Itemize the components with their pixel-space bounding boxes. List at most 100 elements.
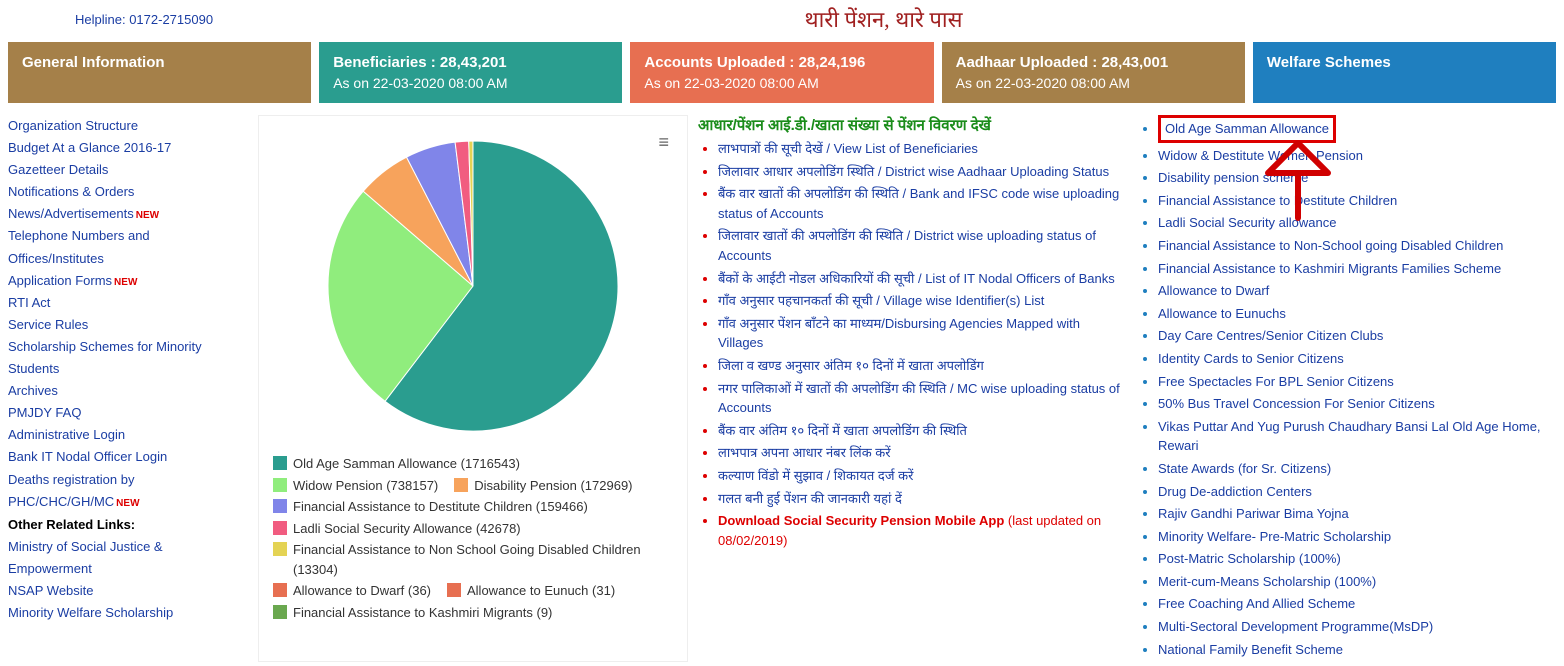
welfare-link[interactable]: Ladli Social Security allowance bbox=[1158, 215, 1336, 230]
sidebar-link[interactable]: Deaths registration by PHC/CHC/GH/MCNEW bbox=[8, 469, 248, 513]
mid-link[interactable]: लाभपात्रों की सूची देखें / View List of … bbox=[718, 141, 978, 156]
new-badge: NEW bbox=[114, 277, 137, 288]
mid-link[interactable]: नगर पालिकाओं में खातों की अपलोडिंग की स्… bbox=[718, 381, 1120, 416]
list-item: Day Care Centres/Senior Citizen Clubs bbox=[1158, 326, 1548, 346]
mid-link[interactable]: गाँव अनुसार पहचानकर्ता की सूची / Village… bbox=[718, 293, 1044, 308]
legend-item[interactable]: Widow Pension (738157) bbox=[273, 476, 438, 496]
legend-item[interactable]: Financial Assistance to Kashmiri Migrant… bbox=[273, 603, 552, 623]
welfare-link[interactable]: Identity Cards to Senior Citizens bbox=[1158, 351, 1344, 366]
sidebar-link[interactable]: Organization Structure bbox=[8, 115, 248, 137]
legend-item[interactable]: Ladli Social Security Allowance (42678) bbox=[273, 519, 521, 539]
welfare-link[interactable]: Financial Assistance to Non-School going… bbox=[1158, 238, 1503, 253]
list-item: Free Spectacles For BPL Senior Citizens bbox=[1158, 372, 1548, 392]
legend-label: Old Age Samman Allowance (1716543) bbox=[293, 454, 520, 474]
sidebar-link[interactable]: Gazetteer Details bbox=[8, 159, 248, 181]
welfare-link[interactable]: Merit-cum-Means Scholarship (100%) bbox=[1158, 574, 1376, 589]
card-aadhaar-uploaded[interactable]: Aadhaar Uploaded : 28,43,001 As on 22-03… bbox=[942, 42, 1245, 103]
mid-link[interactable]: जिलावार खातों की अपलोडिंग की स्थिति / Di… bbox=[718, 228, 1096, 263]
card-accounts-uploaded[interactable]: Accounts Uploaded : 28,24,196 As on 22-0… bbox=[630, 42, 933, 103]
welfare-link[interactable]: Allowance to Dwarf bbox=[1158, 283, 1269, 298]
welfare-link[interactable]: Widow & Destitute Women Pension bbox=[1158, 148, 1363, 163]
chart-menu-icon[interactable]: ≡ bbox=[658, 132, 669, 153]
legend-label: Allowance to Dwarf (36) bbox=[293, 581, 431, 601]
sidebar-link[interactable]: Bank IT Nodal Officer Login bbox=[8, 446, 248, 468]
mid-link[interactable]: लाभपात्र अपना आधार नंबर लिंक करें bbox=[718, 445, 891, 460]
welfare-link[interactable]: 50% Bus Travel Concession For Senior Cit… bbox=[1158, 396, 1435, 411]
welfare-link[interactable]: Allowance to Eunuchs bbox=[1158, 306, 1286, 321]
list-item: National Family Benefit Scheme bbox=[1158, 640, 1548, 660]
list-item: जिला व खण्ड अनुसार अंतिम १० दिनों में खा… bbox=[718, 356, 1128, 376]
legend-item[interactable]: Old Age Samman Allowance (1716543) bbox=[273, 454, 520, 474]
legend-item[interactable]: Financial Assistance to Non School Going… bbox=[273, 540, 657, 579]
welfare-link[interactable]: State Awards (for Sr. Citizens) bbox=[1158, 461, 1331, 476]
welfare-link[interactable]: Old Age Samman Allowance bbox=[1165, 121, 1329, 136]
legend-item[interactable]: Allowance to Dwarf (36) bbox=[273, 581, 431, 601]
list-item: Identity Cards to Senior Citizens bbox=[1158, 349, 1548, 369]
card-title: Welfare Schemes bbox=[1267, 54, 1542, 71]
welfare-link[interactable]: Rajiv Gandhi Pariwar Bima Yojna bbox=[1158, 506, 1349, 521]
welfare-link[interactable]: Post-Matric Scholarship (100%) bbox=[1158, 551, 1341, 566]
list-item: Multi-Sectoral Development Programme(MsD… bbox=[1158, 617, 1548, 637]
mid-link[interactable]: गलत बनी हुई पेंशन की जानकारी यहां दें bbox=[718, 491, 902, 506]
sidebar-link[interactable]: News/AdvertisementsNEW bbox=[8, 203, 248, 225]
welfare-link[interactable]: Financial Assistance to Destitute Childr… bbox=[1158, 193, 1397, 208]
legend-item[interactable]: Financial Assistance to Destitute Childr… bbox=[273, 497, 588, 517]
sidebar-link[interactable]: RTI Act bbox=[8, 292, 248, 314]
list-item: बैंकों के आईटी नोडल अधिकारियों की सूची /… bbox=[718, 269, 1128, 289]
legend-label: Allowance to Eunuch (31) bbox=[467, 581, 615, 601]
legend-swatch bbox=[447, 583, 461, 597]
mid-link[interactable]: जिला व खण्ड अनुसार अंतिम १० दिनों में खा… bbox=[718, 358, 984, 373]
sidebar-link[interactable]: Scholarship Schemes for Minority Student… bbox=[8, 336, 248, 380]
pie-chart-panel: ≡ Old Age Samman Allowance (1716543)Wido… bbox=[258, 115, 688, 662]
welfare-link[interactable]: Financial Assistance to Kashmiri Migrant… bbox=[1158, 261, 1501, 276]
mid-link[interactable]: जिलावार आधार अपलोडिंग स्थिति / District … bbox=[718, 164, 1109, 179]
sidebar-link[interactable]: PMJDY FAQ bbox=[8, 402, 248, 424]
legend-item[interactable]: Disability Pension (172969) bbox=[454, 476, 632, 496]
welfare-link[interactable]: Free Coaching And Allied Scheme bbox=[1158, 596, 1355, 611]
welfare-link[interactable]: Disability pension scheme bbox=[1158, 170, 1308, 185]
list-item: लाभपात्र अपना आधार नंबर लिंक करें bbox=[718, 443, 1128, 463]
mid-link[interactable]: बैंक वार खातों की अपलोडिंग की स्थिति / B… bbox=[718, 186, 1119, 221]
topbar: Helpline: 0172-2715090 थारी पेंशन, थारे … bbox=[0, 0, 1564, 42]
legend-item[interactable]: Allowance to Eunuch (31) bbox=[447, 581, 615, 601]
sidebar-link[interactable]: Archives bbox=[8, 380, 248, 402]
card-sub: As on 22-03-2020 08:00 AM bbox=[333, 75, 608, 91]
welfare-link[interactable]: Vikas Puttar And Yug Purush Chaudhary Ba… bbox=[1158, 419, 1541, 454]
mid-link[interactable]: बैंकों के आईटी नोडल अधिकारियों की सूची /… bbox=[718, 271, 1115, 286]
list-item: Minority Welfare- Pre-Matric Scholarship bbox=[1158, 527, 1548, 547]
welfare-link[interactable]: Minority Welfare- Pre-Matric Scholarship bbox=[1158, 529, 1391, 544]
sidebar-link[interactable]: Service Rules bbox=[8, 314, 248, 336]
sidebar-link[interactable]: Administrative Login bbox=[8, 424, 248, 446]
list-item: जिलावार आधार अपलोडिंग स्थिति / District … bbox=[718, 162, 1128, 182]
mid-link[interactable]: गाँव अनुसार पेंशन बाँटने का माध्यम/Disbu… bbox=[718, 316, 1080, 351]
list-item: Disability pension scheme bbox=[1158, 168, 1548, 188]
sidebar-link[interactable]: Notifications & Orders bbox=[8, 181, 248, 203]
list-item: Download Social Security Pension Mobile … bbox=[718, 511, 1128, 550]
card-beneficiaries[interactable]: Beneficiaries : 28,43,201 As on 22-03-20… bbox=[319, 42, 622, 103]
card-welfare-schemes[interactable]: Welfare Schemes bbox=[1253, 42, 1556, 103]
sidebar-link[interactable]: Budget At a Glance 2016-17 bbox=[8, 137, 248, 159]
sidebar-link[interactable]: Telephone Numbers and Offices/Institutes bbox=[8, 225, 248, 269]
mid-link[interactable]: बैंक वार अंतिम १० दिनों में खाता अपलोडिं… bbox=[718, 423, 967, 438]
list-item: Post-Matric Scholarship (100%) bbox=[1158, 549, 1548, 569]
card-general-info[interactable]: General Information bbox=[8, 42, 311, 103]
mid-link[interactable]: Download Social Security Pension Mobile … bbox=[718, 513, 1004, 528]
info-cards-row: General Information Beneficiaries : 28,4… bbox=[0, 42, 1564, 111]
sidebar-link[interactable]: Ministry of Social Justice & Empowerment bbox=[8, 536, 248, 580]
sidebar-link[interactable]: NSAP Website bbox=[8, 580, 248, 602]
legend-label: Financial Assistance to Kashmiri Migrant… bbox=[293, 603, 552, 623]
welfare-link[interactable]: Multi-Sectoral Development Programme(MsD… bbox=[1158, 619, 1433, 634]
mid-link[interactable]: कल्याण विंडो में सुझाव / शिकायत दर्ज करे… bbox=[718, 468, 913, 483]
sidebar-link[interactable]: Minority Welfare Scholarship bbox=[8, 602, 248, 624]
welfare-link[interactable]: Drug De-addiction Centers bbox=[1158, 484, 1312, 499]
list-item: Financial Assistance to Kashmiri Migrant… bbox=[1158, 259, 1548, 279]
sidebar-link[interactable]: Application FormsNEW bbox=[8, 270, 248, 292]
main-content: Organization StructureBudget At a Glance… bbox=[0, 111, 1564, 666]
welfare-link[interactable]: Day Care Centres/Senior Citizen Clubs bbox=[1158, 328, 1383, 343]
legend-swatch bbox=[273, 583, 287, 597]
card-title: Aadhaar Uploaded : 28,43,001 bbox=[956, 54, 1231, 71]
welfare-link[interactable]: Free Spectacles For BPL Senior Citizens bbox=[1158, 374, 1394, 389]
legend-label: Financial Assistance to Non School Going… bbox=[293, 540, 657, 579]
list-item: 50% Bus Travel Concession For Senior Cit… bbox=[1158, 394, 1548, 414]
welfare-link[interactable]: National Family Benefit Scheme bbox=[1158, 642, 1343, 657]
